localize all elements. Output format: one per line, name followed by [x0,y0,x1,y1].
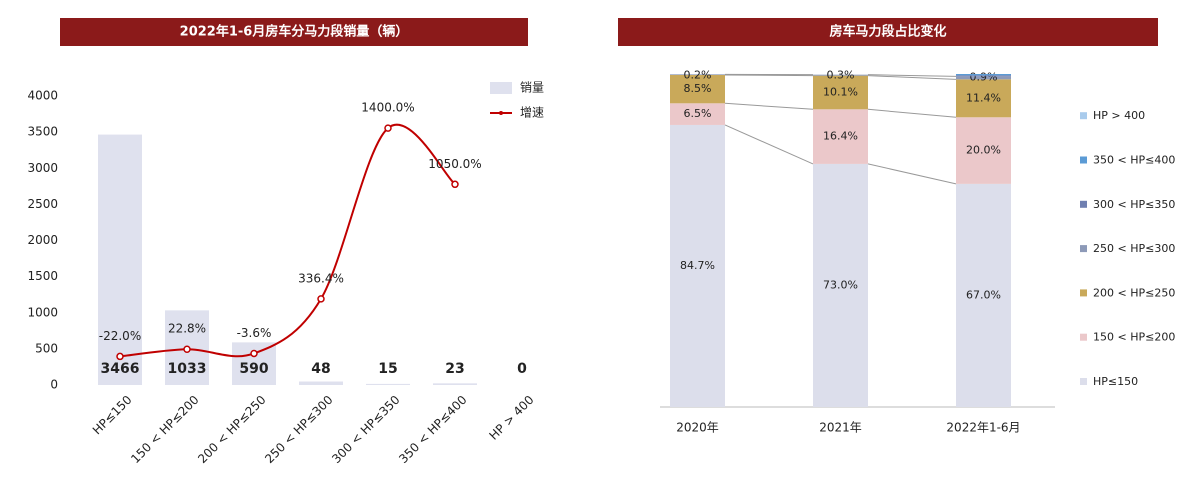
x-tick-label: HP≤150 [90,393,135,438]
x-tick-label: 150 < HP≤200 [128,393,201,466]
data-label: 22.8% [168,322,206,336]
y-tick-label: 1500 [27,269,58,283]
point [117,353,123,359]
data-label: 48 [311,361,330,377]
legend-swatch [1080,201,1087,208]
data-label: -3.6% [237,326,272,340]
data-label: 0.3% [827,69,855,82]
legend-label: 150 < HP≤200 [1093,331,1175,344]
legend-swatch [490,82,512,94]
point [318,296,324,302]
point [184,346,190,352]
series-line [725,103,813,109]
legend-swatch [1080,334,1087,341]
y-tick-label: 3000 [27,161,58,175]
data-label: 10.1% [823,85,858,98]
data-label: 1050.0% [428,157,481,171]
data-label: 8.5% [684,82,712,95]
data-label: 20.0% [966,144,1001,157]
x-tick-label: 350 < HP≤400 [396,393,469,466]
legend-swatch [1080,378,1087,385]
series-line [725,125,813,164]
x-tick-label: HP > 400 [486,393,536,443]
data-label: 336.4% [298,271,344,285]
data-label: 1400.0% [361,101,414,115]
data-label: 11.4% [966,91,1001,104]
bar [433,383,477,385]
x-tick-label: 250 < HP≤300 [262,393,335,466]
legend-label: 350 < HP≤400 [1093,154,1175,167]
data-label: 16.4% [823,130,858,143]
chart-title: 房车马力段占比变化 [829,24,946,40]
legend-marker [499,111,503,115]
data-label: 0.9% [970,70,998,83]
legend-label: 销量 [520,81,544,95]
y-tick-label: 0 [50,378,58,392]
y-tick-label: 4000 [27,89,58,103]
x-tick-label: 2020年 [676,421,719,435]
legend-swatch [1080,112,1087,119]
bar [366,384,410,385]
x-tick-label: 300 < HP≤350 [329,393,402,466]
data-label: 73.0% [823,278,858,291]
legend-label: 200 < HP≤250 [1093,286,1175,299]
y-tick-label: 500 [35,341,58,355]
legend-label: 增速 [520,106,544,120]
data-label: 1033 [168,361,207,377]
series-line [868,164,956,184]
x-tick-label: 200 < HP≤250 [195,393,268,466]
bar [98,135,142,385]
data-label: 590 [239,361,268,377]
legend-label: 250 < HP≤300 [1093,242,1175,255]
x-tick-label: 2021年 [819,421,862,435]
y-tick-label: 3500 [27,125,58,139]
legend-swatch [1080,157,1087,164]
bar-segment [956,74,1011,75]
data-label: 6.5% [684,107,712,120]
data-label: -22.0% [99,329,141,343]
bar [299,382,343,385]
data-label: 15 [378,361,397,377]
data-label: 67.0% [966,288,1001,301]
data-label: 0.2% [684,68,712,81]
point [452,181,458,187]
legend-label: HP > 400 [1093,109,1145,122]
legend-swatch [1080,245,1087,252]
point [385,125,391,131]
y-tick-label: 1000 [27,305,58,319]
y-tick-label: 2500 [27,197,58,211]
series-line [868,109,956,117]
point [251,350,257,356]
chart-title: 2022年1-6月房车分马力段销量（辆） [180,24,409,40]
y-tick-label: 2000 [27,233,58,247]
x-tick-label: 2022年1-6月 [946,421,1020,435]
data-label: 3466 [101,361,140,377]
data-label: 0 [517,361,527,377]
bar-segment [956,75,1011,76]
legend-swatch [1080,289,1087,296]
data-label: 84.7% [680,259,715,272]
legend-label: 300 < HP≤350 [1093,198,1175,211]
legend-label: HP≤150 [1093,375,1138,388]
data-label: 23 [445,361,464,377]
